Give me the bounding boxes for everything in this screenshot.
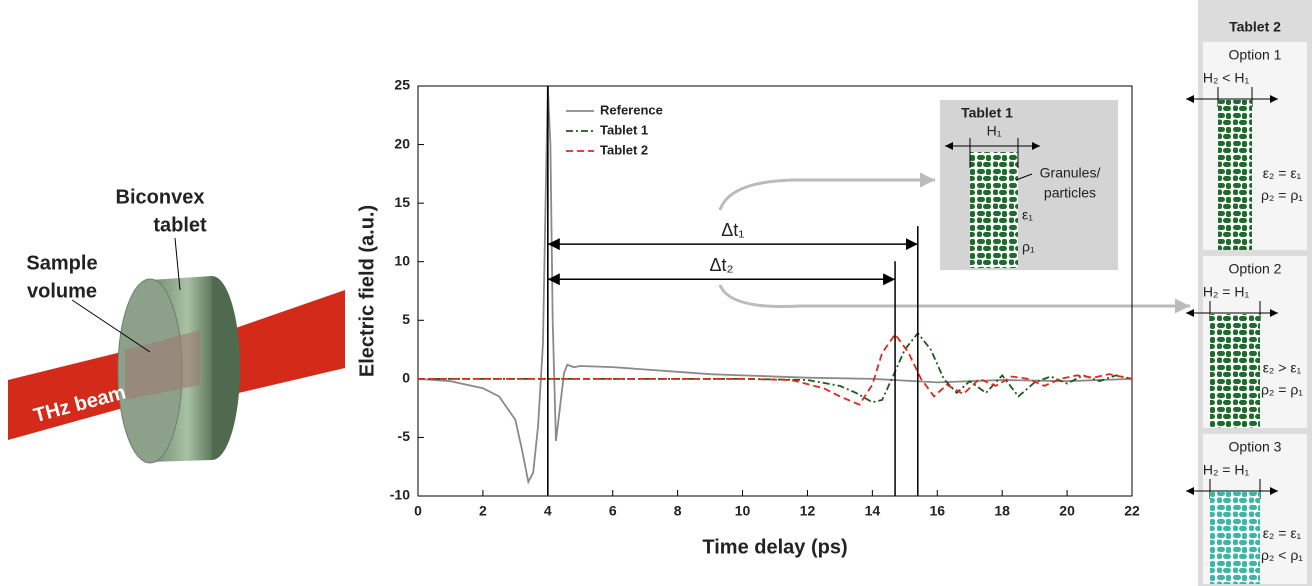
x-tick-label: 6: [609, 503, 617, 519]
y-tick-label: 15: [394, 194, 410, 210]
granules-label: particles: [1044, 185, 1096, 201]
legend-label: Reference: [600, 102, 663, 117]
volume-label: Sample: [26, 252, 97, 274]
illustration: Biconvex tablet Sample volume THz beam: [8, 186, 345, 464]
option-title: Option 2: [1229, 261, 1282, 277]
height-label: H₂ = H₁: [1203, 462, 1250, 478]
option-title: Option 3: [1229, 439, 1282, 455]
pointer: [71, 299, 151, 353]
series-line: [417, 85, 1133, 485]
legend-label: Tablet 2: [600, 142, 648, 157]
y-tick-label: -10: [390, 487, 410, 503]
tablet-label: Biconvex: [116, 186, 205, 208]
connector: [718, 284, 1190, 314]
plot-frame: [417, 85, 1133, 497]
height-label: H₂ < H₁: [1203, 70, 1250, 86]
density: ρ₂ = ρ₁: [1261, 187, 1303, 203]
tablet-label: tablet: [153, 214, 207, 236]
permittivity: ε₁: [1022, 207, 1033, 223]
pointer: [174, 237, 181, 291]
inset-title: Tablet 1: [961, 105, 1013, 121]
x-tick-label: 14: [865, 503, 881, 519]
granules: [1210, 314, 1260, 428]
plot: 0 2 4 6 8 10 12 14 16 18 20 22 -10 -5 0 5 10 15 20 25 Δt₁ Δt₂…: [390, 77, 1140, 519]
x-tick-label: 20: [1059, 503, 1075, 519]
granules: [970, 152, 1018, 268]
tablet1-inset: Tablet 1 H₁ Granules/ particles ε₁ ρ₁: [940, 100, 1118, 270]
pointer: [1015, 173, 1033, 181]
height-label: H₂ = H₁: [1203, 284, 1250, 300]
y-tick-label: 25: [394, 77, 410, 93]
y-tick-label: 10: [394, 252, 410, 268]
x-tick-label: 18: [994, 503, 1010, 519]
x-tick-label: 2: [479, 503, 487, 519]
series-line: [418, 331, 1133, 404]
delay-label: Δt₂: [709, 255, 733, 275]
permittivity: ε₂ = ε₁: [1263, 165, 1302, 181]
legend-label: Tablet 1: [600, 122, 648, 137]
x-axis-label: Time delay (ps): [702, 536, 847, 558]
height-label: H₁: [987, 123, 1002, 139]
series-line: [418, 332, 1133, 406]
y-axis-label: Electric field (a.u.): [356, 205, 378, 377]
density: ρ₂ = ρ₁: [1261, 381, 1303, 397]
y-tick-label: 0: [402, 370, 410, 386]
x-tick-label: 0: [414, 503, 422, 519]
tablet2-panel: Tablet 2 Option 1 H₂ < H₁ ε₂ = ε₁ ρ₂ = ρ₁ Op…: [1186, 0, 1312, 586]
panel-title: Tablet 2: [1229, 19, 1281, 35]
y-tick-label: -5: [398, 428, 411, 444]
y-tick-label: 5: [402, 311, 410, 327]
inset-box: [940, 100, 1118, 270]
x-tick-label: 12: [800, 503, 816, 519]
x-tick-label: 8: [674, 503, 682, 519]
density: ρ₁: [1022, 239, 1035, 255]
option-title: Option 1: [1229, 47, 1282, 63]
x-tick-label: 10: [735, 503, 751, 519]
x-tick-label: 4: [544, 503, 552, 519]
connector: [718, 172, 935, 211]
beam-out: [230, 290, 345, 395]
y-tick-label: 20: [394, 135, 410, 151]
permittivity: ε₂ > ε₁: [1263, 359, 1302, 375]
volume-label: volume: [27, 280, 97, 302]
delay-label: Δt₁: [721, 220, 744, 240]
x-tick-label: 22: [1124, 503, 1140, 519]
permittivity: ε₂ = ε₁: [1263, 525, 1302, 541]
granules: [1218, 100, 1252, 250]
granules: [1210, 492, 1260, 584]
granules-label: Granules/: [1040, 165, 1101, 181]
density: ρ₂ < ρ₁: [1261, 547, 1303, 563]
x-tick-label: 16: [929, 503, 945, 519]
